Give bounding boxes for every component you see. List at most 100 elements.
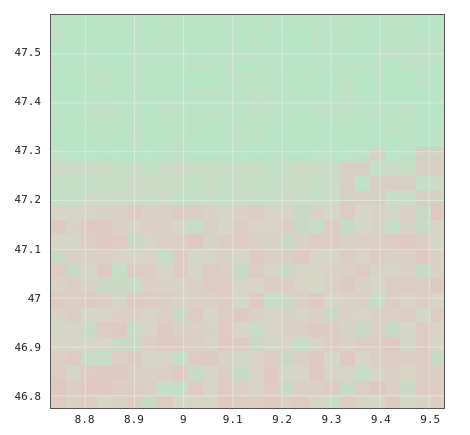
raster-cell — [66, 58, 84, 75]
raster-cell — [415, 351, 433, 368]
raster-cell — [142, 307, 160, 324]
raster-cell — [218, 366, 236, 383]
raster-cell — [66, 190, 84, 207]
raster-cell — [278, 292, 296, 309]
y-tick-label: 47.4 — [14, 95, 42, 109]
raster-cell — [309, 366, 327, 383]
raster-cell — [339, 132, 357, 149]
raster-cell — [233, 29, 251, 46]
raster-cell — [415, 263, 433, 280]
raster-cell — [218, 336, 236, 353]
raster-cell — [294, 292, 312, 309]
raster-cell — [202, 29, 220, 46]
raster-cell — [339, 322, 357, 339]
raster-cell — [218, 395, 236, 408]
raster-cell — [339, 351, 357, 368]
raster-cell — [324, 278, 342, 295]
raster-cell — [218, 263, 236, 280]
raster-cell — [187, 146, 205, 163]
raster-cell — [96, 205, 114, 222]
raster-cell — [142, 249, 160, 266]
raster-cell — [96, 58, 114, 75]
raster-cell — [278, 102, 296, 119]
raster-cell — [96, 73, 114, 90]
raster-cell — [142, 395, 160, 408]
raster-cell — [172, 249, 190, 266]
raster-cell — [142, 190, 160, 207]
raster-cell — [172, 380, 190, 397]
raster-cell — [309, 351, 327, 368]
raster-cell — [248, 161, 266, 178]
raster-cell — [385, 117, 403, 134]
raster-cell — [126, 219, 144, 236]
raster-cell — [202, 322, 220, 339]
raster-cell — [66, 380, 84, 397]
raster-cell — [187, 44, 205, 61]
raster-cell — [354, 132, 372, 149]
raster-cell — [415, 15, 433, 31]
raster-cell — [370, 395, 388, 408]
raster-cell — [400, 292, 418, 309]
raster-cell — [172, 102, 190, 119]
raster-cell — [263, 249, 281, 266]
raster-cell — [172, 205, 190, 222]
x-tick-label: 8.9 — [124, 413, 144, 426]
raster-cell — [400, 322, 418, 339]
raster-cell — [278, 234, 296, 251]
raster-cell — [126, 132, 144, 149]
raster-cell — [51, 102, 68, 119]
raster-cell — [142, 263, 160, 280]
raster-cell — [248, 351, 266, 368]
raster-cell — [370, 161, 388, 178]
raster-cell — [294, 219, 312, 236]
raster-cell — [202, 307, 220, 324]
raster-cell — [248, 146, 266, 163]
raster-cell — [324, 307, 342, 324]
raster-cell — [187, 161, 205, 178]
raster-cell — [309, 190, 327, 207]
raster-cell — [66, 102, 84, 119]
raster-cell — [324, 249, 342, 266]
raster-cell — [385, 146, 403, 163]
raster-cell — [263, 205, 281, 222]
raster-cell — [354, 161, 372, 178]
raster-cell — [51, 146, 68, 163]
raster-cell — [430, 44, 444, 61]
x-tick-label: 9.4 — [370, 413, 391, 426]
raster-cell — [187, 380, 205, 397]
raster-cell — [294, 175, 312, 192]
raster-cell — [294, 161, 312, 178]
raster-cell — [309, 234, 327, 251]
raster-cell — [263, 395, 281, 408]
raster-cell — [202, 205, 220, 222]
raster-cell — [370, 366, 388, 383]
raster-cell — [415, 161, 433, 178]
raster-cell — [51, 336, 68, 353]
raster-cell — [51, 307, 68, 324]
raster-cell — [172, 73, 190, 90]
raster-cell — [339, 249, 357, 266]
raster-cell — [218, 292, 236, 309]
raster-cell — [278, 395, 296, 408]
raster-cell — [172, 351, 190, 368]
raster-cell — [400, 15, 418, 31]
raster-cell — [126, 190, 144, 207]
raster-cell — [370, 117, 388, 134]
raster-cell — [385, 366, 403, 383]
raster-cell — [218, 322, 236, 339]
raster-cell — [278, 44, 296, 61]
raster-cell — [187, 366, 205, 383]
raster-cell — [51, 366, 68, 383]
raster-cell — [96, 380, 114, 397]
raster-cell — [385, 161, 403, 178]
raster-cell — [430, 29, 444, 46]
raster-cell — [96, 161, 114, 178]
raster-cell — [263, 263, 281, 280]
raster-cell — [157, 175, 175, 192]
raster-cell — [385, 29, 403, 46]
raster-cell — [202, 102, 220, 119]
raster-cell — [370, 249, 388, 266]
raster-cell — [126, 58, 144, 75]
raster-cell — [278, 263, 296, 280]
raster-cell — [278, 58, 296, 75]
